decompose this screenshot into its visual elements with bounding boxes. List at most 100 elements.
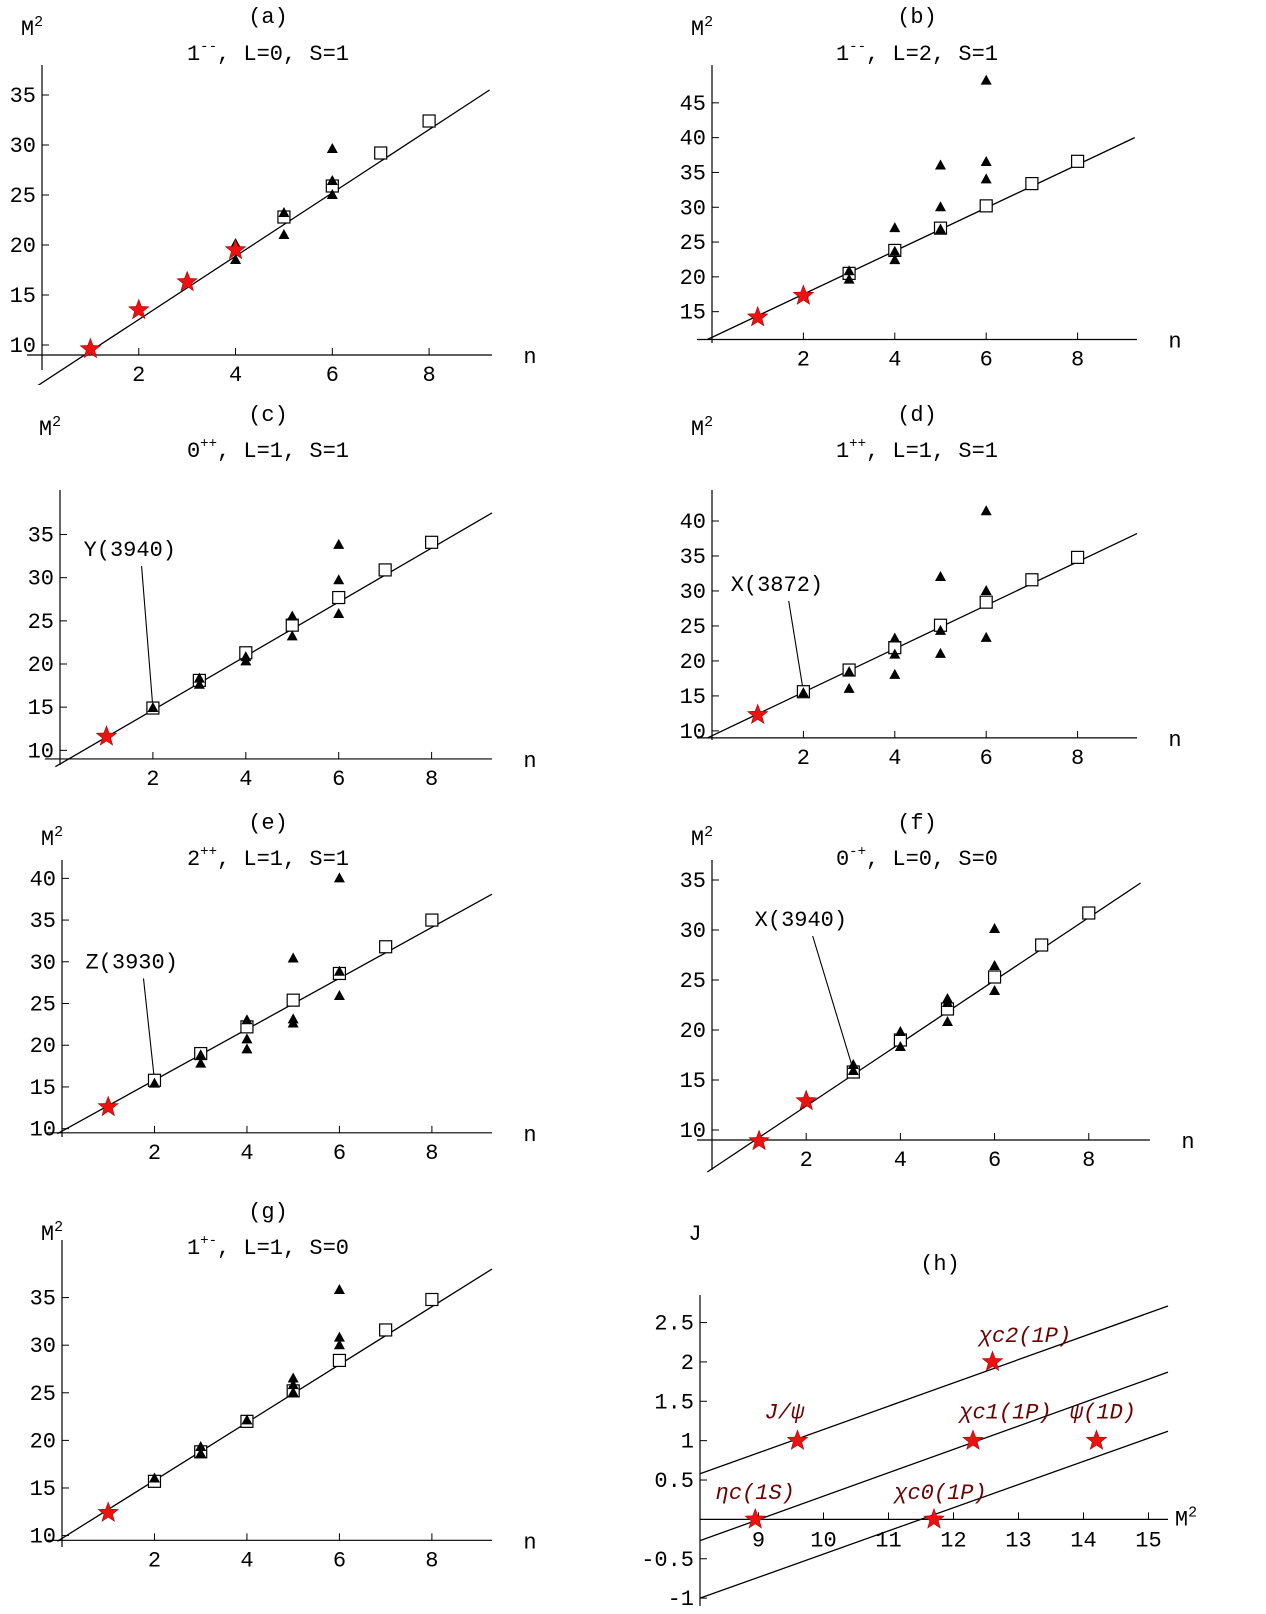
- x-axis-label: n: [1168, 728, 1181, 753]
- square-point: [332, 1353, 347, 1368]
- chart-title: 1--, L=2, S=1: [836, 39, 998, 67]
- x-tick-label: 6: [333, 1548, 346, 1573]
- triangle-point: [287, 1372, 299, 1383]
- star-point: [962, 1429, 984, 1450]
- y-tick-label: 30: [28, 567, 54, 592]
- star-point: [1085, 1429, 1108, 1450]
- title-sup: ++: [200, 436, 217, 452]
- square-point: [987, 970, 1002, 984]
- y-tick-label: 35: [28, 524, 54, 549]
- title-main: 1: [836, 42, 849, 67]
- star-point: [95, 725, 118, 746]
- state-label: χc0(1P): [892, 1481, 986, 1506]
- triangle-point: [941, 997, 953, 1007]
- x-tick-label: 4: [894, 1148, 907, 1173]
- x-label-main: M: [1175, 1507, 1188, 1532]
- x-tick-label: 14: [1070, 1528, 1096, 1553]
- title-sup: --: [849, 39, 866, 55]
- annotation-label: Y(3940): [84, 538, 176, 563]
- y-label-sup: 2: [34, 14, 43, 31]
- y-tick-label: 15: [680, 685, 706, 710]
- square-point: [425, 535, 439, 549]
- x-tick-label: 9: [752, 1528, 765, 1553]
- triangle-point: [148, 1472, 160, 1483]
- star-point: [97, 1095, 120, 1117]
- panel-label: (a): [248, 5, 288, 30]
- y-tick-label: 15: [30, 1477, 56, 1502]
- triangle-point: [934, 570, 946, 581]
- triangle-point: [241, 1033, 253, 1044]
- y-axis-label: M2: [691, 414, 713, 442]
- annotation-leader: [812, 935, 854, 1071]
- y-tick-label: 15: [28, 696, 54, 721]
- y-axis-label: M2: [691, 14, 713, 42]
- square-point: [979, 595, 993, 609]
- x-tick-label: 4: [888, 348, 901, 373]
- triangle-point: [889, 254, 901, 265]
- triangle-point: [333, 538, 345, 549]
- y-tick-label: 10: [30, 1118, 56, 1143]
- x-tick-label: 11: [875, 1528, 901, 1553]
- triangle-point: [195, 1049, 207, 1060]
- y-label-main: M: [21, 17, 34, 42]
- triangle-point: [843, 682, 855, 693]
- annotation-leader: [142, 978, 156, 1081]
- y-tick-label: 1.5: [654, 1390, 694, 1415]
- star-point: [744, 1508, 767, 1529]
- square-point: [374, 146, 388, 160]
- x-tick-label: 6: [980, 746, 993, 771]
- x-tick-label: 6: [988, 1148, 1001, 1173]
- triangle-point: [195, 1447, 207, 1458]
- y-label-main: M: [691, 417, 704, 442]
- triangle-point: [989, 923, 1001, 933]
- square-point: [379, 940, 393, 954]
- square-point: [1035, 938, 1049, 952]
- triangle-point: [333, 965, 345, 976]
- panel-label: (f): [897, 811, 937, 836]
- x-tick-label: 2: [148, 1141, 161, 1166]
- y-tick-label: 25: [680, 615, 706, 640]
- y-tick-label: -1: [668, 1587, 694, 1612]
- panel-label: (g): [248, 1200, 288, 1225]
- triangle-point: [278, 207, 290, 217]
- square-point: [379, 1323, 393, 1337]
- triangle-point: [278, 229, 290, 239]
- triangle-point: [195, 1441, 207, 1452]
- title-rest: , L=1, S=1: [866, 439, 998, 464]
- triangle-point: [333, 607, 345, 618]
- triangle-point: [980, 156, 992, 167]
- y-tick-label: 2: [681, 1351, 694, 1376]
- title-sup: --: [200, 39, 217, 55]
- x-axis-label: n: [523, 1530, 536, 1555]
- triangle-point: [241, 1014, 253, 1025]
- x-tick-label: 2: [132, 363, 145, 388]
- triangle-point: [797, 687, 809, 698]
- state-label: ηc(1S): [716, 1481, 795, 1506]
- triangle-point: [847, 1059, 859, 1069]
- title-main: 1: [836, 439, 849, 464]
- chart-title: 1--, L=0, S=1: [187, 39, 349, 67]
- triangle-point: [889, 222, 901, 233]
- star-point: [923, 1508, 945, 1529]
- annotation-leader: [788, 600, 804, 692]
- star-point: [224, 238, 247, 260]
- x-tick-label: 12: [940, 1528, 966, 1553]
- triangle-point: [286, 610, 298, 621]
- panel-label: (e): [248, 811, 288, 836]
- fit-line: [707, 532, 1138, 739]
- x-tick-label: 8: [425, 767, 438, 792]
- star-point: [79, 337, 102, 359]
- triangle-point: [980, 173, 992, 184]
- x-tick-label: 4: [240, 1141, 253, 1166]
- y-tick-label: -0.5: [641, 1548, 694, 1573]
- star-point: [97, 1501, 120, 1522]
- triangle-point: [333, 1283, 345, 1294]
- title-main: 0: [187, 439, 200, 464]
- title-main: 1: [187, 42, 200, 67]
- fit-line: [707, 137, 1135, 341]
- triangle-point: [980, 74, 992, 85]
